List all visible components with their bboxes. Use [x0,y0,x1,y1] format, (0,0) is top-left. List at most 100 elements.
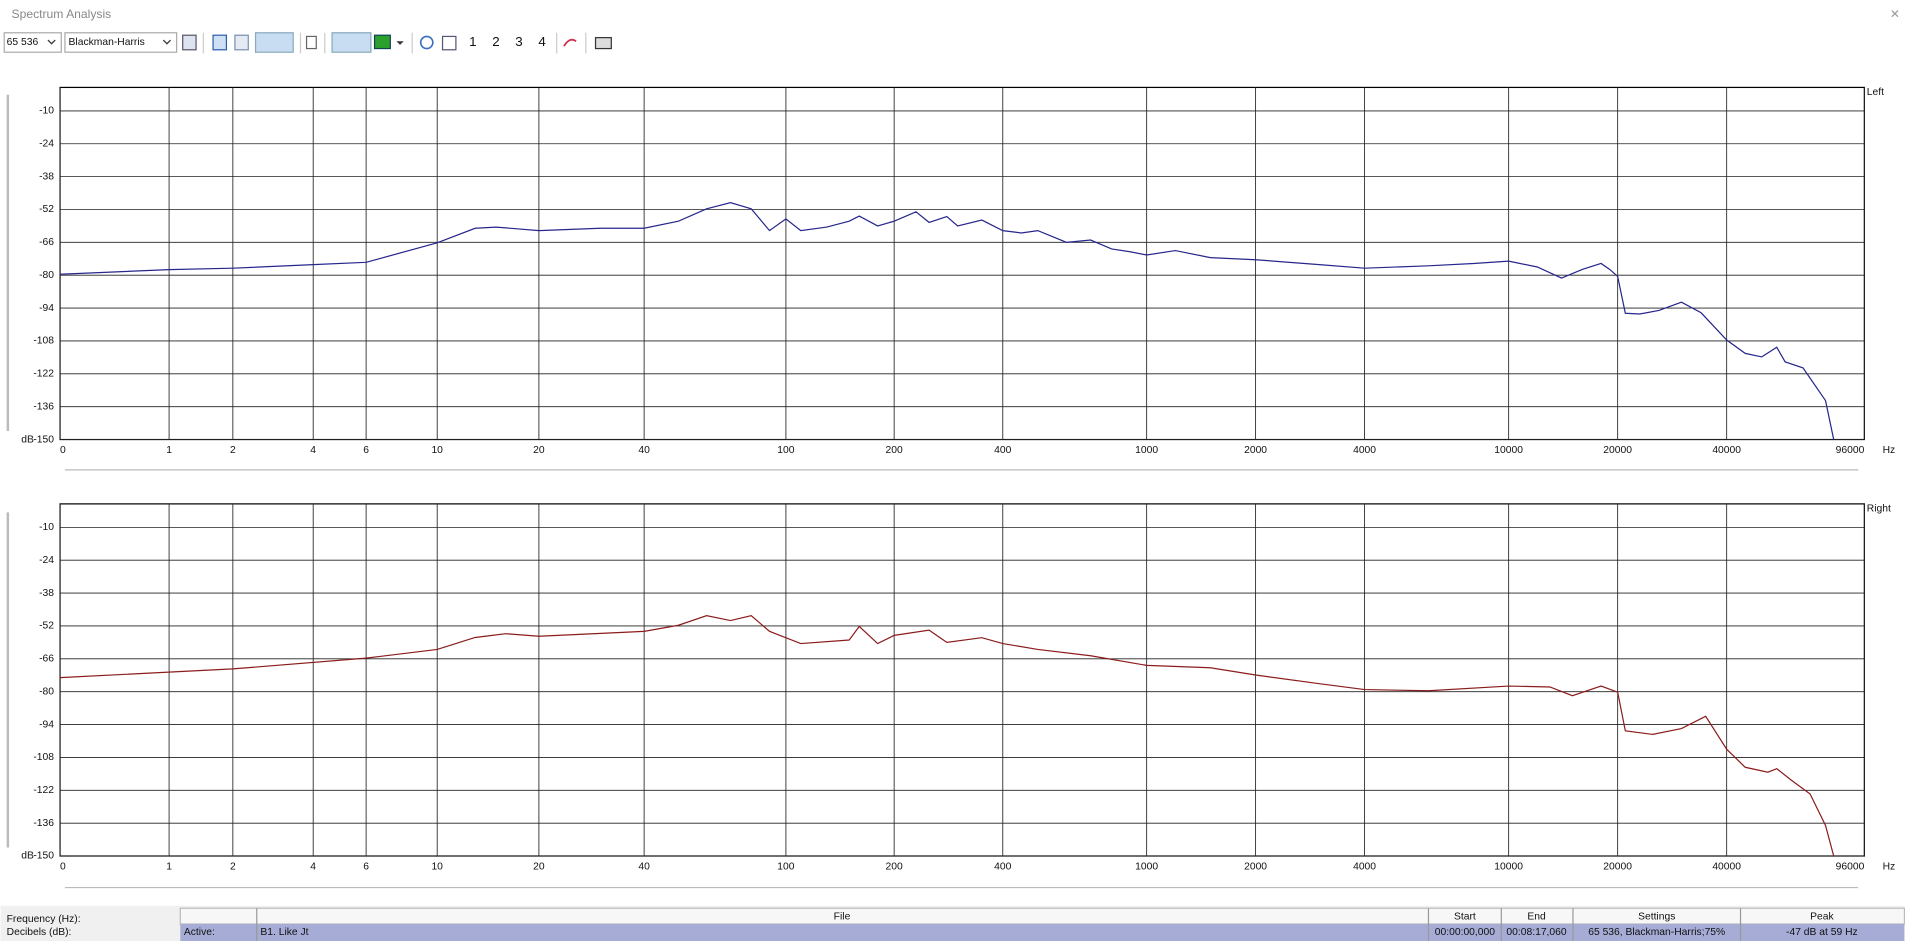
x-tick-label: 96000 [1836,445,1865,456]
channel-label: Left [1867,87,1884,98]
y-tick-label: -10 [39,522,54,533]
x-tick-label: 10000 [1494,862,1523,873]
x-tick-label: 0 [60,862,66,873]
tool-icon[interactable] [419,35,434,50]
x-tick-label: 4 [310,862,316,873]
y-tick-label: -24 [39,138,54,149]
x-tick-label: 400 [994,445,1011,456]
window-function: Blackman-Harris [69,37,145,48]
dropdown-arrow [396,41,404,45]
x-tick-label: 100 [777,862,794,873]
y-tick-label: -24 [39,555,54,566]
preset-button[interactable]: 4 [538,34,546,49]
tool-icon[interactable] [563,38,577,47]
channel-label: Right [1867,503,1891,514]
row-file: B1. Like Jt [260,927,308,938]
x-tick-label: 200 [886,445,903,456]
tool-icon[interactable] [182,34,197,51]
x-tick-label: 20 [533,862,545,873]
spectrum-line [60,614,1835,857]
tool-icon[interactable] [305,35,317,50]
x-tick-label: 10000 [1494,445,1523,456]
y-tick-label: -52 [39,621,54,632]
header-start: Start [1454,911,1476,922]
x-tick-label: 400 [994,862,1011,873]
tool-icon-active[interactable] [254,32,294,53]
x-tick-label: 2000 [1244,445,1267,456]
x-tick-label: 6 [363,862,369,873]
x-tick-label: 40000 [1712,862,1741,873]
x-tick-label: 6 [363,445,369,456]
print-icon[interactable] [594,37,612,50]
y-tick-label: -108 [33,336,54,347]
x-tick-label: 1 [166,445,172,456]
x-tick-label: 10 [431,445,443,456]
window-combo[interactable] [64,32,178,53]
x-tick-label: 4000 [1353,862,1376,873]
y-tick-label: -122 [33,785,54,796]
y-tick-label: -80 [39,270,54,281]
spectrum-line [60,202,1835,440]
y-tick-label: -94 [39,719,54,730]
x-tick-label: 40000 [1712,445,1741,456]
tool-icon-active[interactable] [331,32,372,53]
x-tick-label: 96000 [1836,862,1865,873]
x-tick-label: 20000 [1603,445,1632,456]
preset-button[interactable]: 2 [492,34,499,49]
fft-size-combo[interactable] [3,32,62,53]
y-tick-label: -150 [33,434,54,445]
header-settings: Settings [1638,911,1675,922]
x-tick-label: 4000 [1353,445,1376,456]
y-tick-label: -80 [39,686,54,697]
y-tick-label: -150 [33,851,54,862]
header-file: File [834,911,851,922]
combo-arrow [47,39,56,45]
x-tick-label: 200 [886,862,903,873]
x-tick-label: 2 [230,445,236,456]
y-tick-label: -108 [33,752,54,763]
x-tick-label: 1000 [1135,445,1158,456]
row-peak: -47 dB at 59 Hz [1786,927,1858,938]
header-end: End [1527,911,1546,922]
x-tick-label: 1000 [1135,862,1158,873]
row-end: 00:08:17,060 [1506,927,1566,938]
tool-icon[interactable] [212,34,228,51]
y-tick-label: -38 [39,171,54,182]
plot-area [59,86,1865,441]
preset-button[interactable]: 3 [515,34,522,49]
x-tick-label: 0 [60,445,66,456]
column-dividers [256,908,1742,941]
x-tick-label: 40 [638,862,650,873]
tool-icon[interactable] [234,34,249,51]
y-axis-unit: dB [21,851,34,862]
header-peak: Peak [1810,911,1834,922]
x-tick-label: 4 [310,445,316,456]
y-axis-unit: dB [21,434,34,445]
preset-button[interactable]: 1 [469,34,476,49]
tool-icon[interactable] [441,35,457,51]
x-axis-unit: Hz [1883,445,1896,456]
tool-icon[interactable] [373,34,391,50]
y-tick-label: -94 [39,303,54,314]
y-tick-label: -136 [33,818,54,829]
x-tick-label: 20000 [1603,862,1632,873]
x-tick-label: 2000 [1244,862,1267,873]
y-tick-label: -52 [39,204,54,215]
row-settings: 65 536, Blackman-Harris;75% [1588,927,1725,938]
close-button[interactable]: ✕ [1890,7,1900,21]
y-tick-label: -38 [39,588,54,599]
y-tick-label: -136 [33,401,54,412]
combo-arrow [162,39,171,45]
active-row[interactable] [180,924,1905,941]
y-tick-label: -66 [39,237,54,248]
fft-size: 65 536 [7,37,39,48]
y-tick-label: -10 [39,106,54,117]
x-tick-label: 100 [777,445,794,456]
x-tick-label: 1 [166,862,172,873]
x-tick-label: 20 [533,445,545,456]
y-tick-label: -66 [39,654,54,665]
frequency-label: Frequency (Hz): [7,914,81,925]
plot-area [59,503,1865,857]
